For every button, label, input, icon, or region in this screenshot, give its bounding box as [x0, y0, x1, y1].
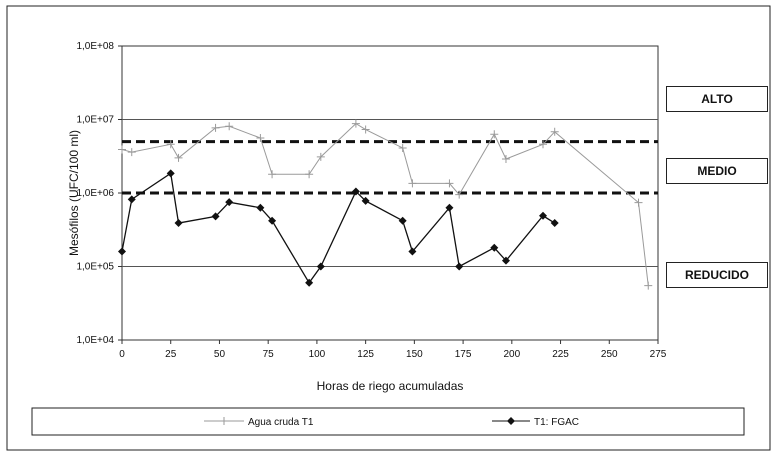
data-point-agua-cruda: [455, 190, 464, 199]
data-point-t1-fgac: [305, 278, 314, 287]
data-point-agua-cruda: [490, 130, 499, 139]
data-point-t1-fgac: [211, 212, 220, 221]
series-line-t1-fgac: [121, 172, 556, 284]
x-tick-label: 100: [309, 349, 326, 360]
data-point-agua-cruda: [351, 119, 360, 128]
x-tick-label: 275: [650, 349, 667, 360]
legend-label-t1-fgac: T1: FGAC: [534, 417, 579, 428]
legend-item-t1-fgac: T1: FGAC: [492, 417, 579, 428]
data-point-t1-fgac: [539, 211, 548, 220]
x-tick-label: 125: [357, 349, 374, 360]
data-point-agua-cruda: [550, 127, 559, 136]
data-point-agua-cruda: [445, 179, 454, 188]
data-point-t1-fgac: [174, 219, 183, 228]
data-point-agua-cruda: [539, 140, 548, 149]
data-point-t1-fgac: [361, 196, 370, 205]
data-point-t1-fgac: [501, 256, 510, 265]
y-tick-label: 1,0E+08: [76, 41, 114, 52]
chart-frame: [6, 5, 771, 451]
level-medio-label: MEDIO: [666, 158, 768, 184]
data-point-agua-cruda: [225, 122, 234, 131]
x-tick-label: 25: [165, 349, 177, 360]
x-tick-label: 150: [406, 349, 423, 360]
data-point-t1-fgac: [550, 219, 559, 228]
level-alto-label: ALTO: [666, 86, 768, 112]
data-point-agua-cruda: [316, 152, 325, 161]
x-tick-label: 225: [552, 349, 569, 360]
legend-marker-diamond: [507, 417, 515, 425]
y-tick-label: 1,0E+07: [76, 115, 114, 126]
data-point-t1-fgac: [351, 187, 360, 196]
data-point-agua-cruda: [174, 153, 183, 162]
data-point-agua-cruda: [501, 155, 510, 164]
x-axis: 0 25 50 75 100 125 150 175 200 225 250 275: [119, 340, 667, 360]
data-point-agua-cruda: [361, 125, 370, 134]
x-tick-label: 250: [601, 349, 618, 360]
y-tick-label: 1,0E+04: [76, 335, 114, 346]
data-point-agua-cruda: [644, 281, 653, 290]
x-axis-title: Horas de riego acumuladas: [317, 379, 464, 393]
y-tick-label: 1,0E+05: [76, 262, 114, 273]
x-tick-label: 75: [263, 349, 275, 360]
y-axis-title: Mesófilos (UFC/100 ml): [67, 130, 81, 256]
legend-label-agua-cruda: Agua cruda T1: [248, 417, 314, 428]
data-point-t1-fgac: [256, 203, 265, 212]
data-point-t1-fgac: [166, 169, 175, 178]
data-point-t1-fgac: [316, 262, 325, 271]
y-tick-label: 1,0E+06: [76, 188, 114, 199]
data-point-agua-cruda: [305, 170, 314, 179]
data-point-t1-fgac: [490, 243, 499, 252]
series-layer: [118, 119, 653, 290]
series-line-agua-cruda: [121, 122, 649, 286]
legend-box: [31, 407, 745, 436]
data-point-t1-fgac: [398, 216, 407, 225]
level-reducido-label: REDUCIDO: [666, 262, 768, 288]
data-point-t1-fgac: [445, 203, 454, 212]
data-point-t1-fgac: [118, 247, 126, 256]
legend-item-agua-cruda: Agua cruda T1: [204, 417, 314, 428]
x-tick-label: 50: [214, 349, 226, 360]
legend-marker-plus: [220, 417, 228, 425]
data-point-agua-cruda: [256, 134, 265, 143]
data-point-t1-fgac: [408, 247, 417, 256]
data-point-agua-cruda: [398, 143, 407, 152]
data-point-t1-fgac: [268, 216, 277, 225]
data-point-agua-cruda: [408, 179, 417, 188]
data-point-t1-fgac: [225, 198, 234, 207]
data-point-agua-cruda: [211, 123, 220, 132]
data-point-agua-cruda: [268, 170, 277, 179]
x-tick-label: 200: [503, 349, 520, 360]
data-point-agua-cruda: [166, 140, 175, 149]
data-point-agua-cruda: [127, 148, 136, 157]
x-tick-label: 0: [119, 349, 125, 360]
data-point-agua-cruda: [118, 145, 126, 154]
data-point-t1-fgac: [455, 262, 464, 271]
data-point-t1-fgac: [127, 195, 136, 204]
y-axis: 1,0E+04 1,0E+05 1,0E+06 1,0E+07 1,0E+08: [76, 41, 122, 346]
x-tick-label: 175: [455, 349, 472, 360]
data-point-agua-cruda: [634, 198, 643, 207]
